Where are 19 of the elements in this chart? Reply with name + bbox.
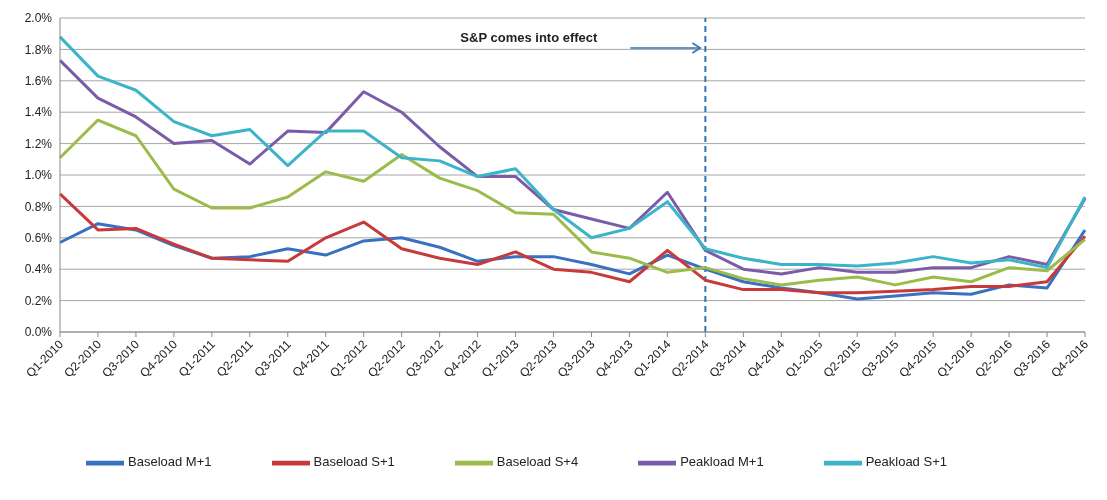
line-series <box>58 192 1087 295</box>
legend-label: Baseload S+4 <box>496 454 579 470</box>
y-tick-label: 1.2% <box>24 136 53 151</box>
y-tick-label: 0.4% <box>24 262 53 277</box>
legend-label: Baseload M+1 <box>128 454 212 470</box>
line-series <box>58 118 1087 287</box>
y-tick-label: 0.2% <box>24 293 53 308</box>
y-tick-label: 2.0% <box>24 11 53 26</box>
y-tick-label: 1.8% <box>24 42 53 57</box>
y-tick-label: 1.4% <box>24 105 53 120</box>
legend-label: Baseload S+1 <box>313 454 395 470</box>
legend-label: Peakload M+1 <box>680 454 764 470</box>
y-tick-label: 0.0% <box>24 325 53 340</box>
y-tick-label: 0.8% <box>24 199 53 214</box>
y-tick-label: 1.0% <box>24 168 53 183</box>
y-tick-label: 0.6% <box>24 231 53 246</box>
annotation: S&P comes into effect <box>460 30 599 45</box>
legend-label: Peakload S+1 <box>865 454 947 470</box>
y-tick-label: 1.6% <box>24 74 53 89</box>
